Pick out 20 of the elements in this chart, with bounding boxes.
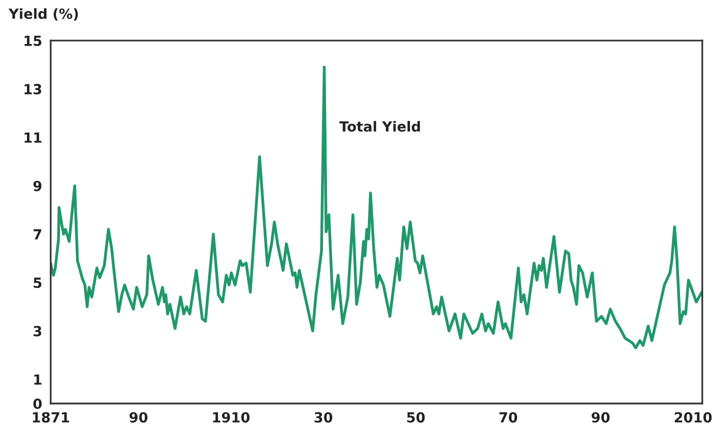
y-axis-title: Yield (%) — [8, 8, 78, 21]
x-tick-label: 50 — [407, 412, 425, 423]
y-tick-label: 5 — [34, 278, 42, 288]
y-tick-label: 0 — [33, 398, 42, 409]
y-tick-label: 15 — [24, 36, 42, 46]
x-tick-label: 70 — [499, 412, 518, 423]
line-series — [50, 66, 702, 350]
x-tick-label: 1871 — [32, 412, 70, 423]
y-tick-label: 9 — [33, 180, 42, 192]
annotation: Total Yield — [339, 120, 420, 132]
x-tick-label: 90 — [130, 412, 148, 423]
x-tick-label: 90 — [592, 412, 610, 423]
x-tick-label: 1910 — [213, 412, 250, 423]
y-tick-label: 7 — [34, 229, 42, 240]
x-tick-label: 2010 — [674, 412, 712, 423]
y-tick-label: 11 — [24, 132, 42, 143]
x-tick-label: 30 — [314, 412, 332, 423]
y-tick-label: 1 — [34, 374, 42, 385]
y-tick-label: 3 — [34, 326, 42, 336]
y-tick-label: 13 — [24, 84, 42, 94]
